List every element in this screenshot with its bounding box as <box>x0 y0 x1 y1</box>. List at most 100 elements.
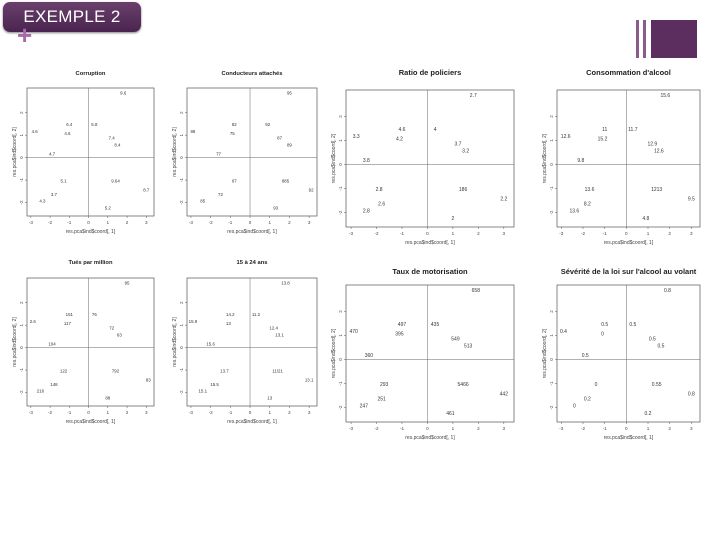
point-label: 104 <box>48 341 56 346</box>
point-label: 4.6 <box>399 127 406 133</box>
y-tick-label: -2 <box>549 210 554 215</box>
y-tick-label: -2 <box>549 405 554 410</box>
point-label: 0.8 <box>664 288 671 294</box>
point-label: 0.5 <box>601 322 608 328</box>
point-label: 0.4 <box>560 329 567 335</box>
x-tick-label: 0 <box>249 220 252 225</box>
chart-title: 15 à 24 ans <box>237 260 268 266</box>
y-tick-label: 2 <box>19 301 24 304</box>
point-label: 0.2 <box>584 396 591 402</box>
point-label: 12.6 <box>654 148 664 154</box>
y-tick-label: 0 <box>19 156 24 159</box>
point-label: 4.2 <box>396 136 403 142</box>
y-tick-label: -2 <box>338 405 343 410</box>
point-label: 13.1 <box>275 332 284 337</box>
point-label: 470 <box>349 329 358 335</box>
chart-title: Tués par million <box>68 260 112 266</box>
point-label: 92 <box>265 122 270 127</box>
point-label: 9.8 <box>577 158 584 164</box>
point-label: 395 <box>395 331 404 337</box>
plot-frame <box>26 87 155 217</box>
slide-title-box: EXEMPLE 2 <box>3 2 141 32</box>
point-label: 0.5 <box>658 343 665 349</box>
point-label: 67 <box>232 178 237 183</box>
point-label: 11 <box>602 127 607 133</box>
x-tick-label: 1 <box>647 231 650 236</box>
x-tick-label: 1 <box>452 426 455 431</box>
point-label: 9.6 <box>120 91 127 96</box>
y-axis-label: res.pca$ind$coord[, 2] <box>331 133 337 183</box>
point-label: 8.2 <box>584 201 591 207</box>
x-tick-label: -1 <box>228 410 233 415</box>
y-tick-label: 1 <box>549 139 554 142</box>
y-tick-label: 2 <box>179 111 184 114</box>
x-tick-label: 2 <box>288 410 291 415</box>
chart-panel-2: Conducteurs attachés -3 -2 -1 0 1 2 3 -2 -1 0 1 2 res… <box>172 71 318 235</box>
point-label: 89 <box>287 142 292 147</box>
y-axis-label: res.pca$ind$coord[, 2] <box>542 328 548 378</box>
point-label: 5.8 <box>91 122 98 127</box>
point-label: 5466 <box>458 382 469 388</box>
x-tick-label: 0 <box>625 426 628 431</box>
point-label: 5.1 <box>61 178 68 183</box>
y-tick-label: 0 <box>549 163 554 166</box>
point-label: 92 <box>309 187 314 192</box>
x-tick-label: 2 <box>288 220 291 225</box>
point-label: 11/21 <box>272 368 283 373</box>
point-label: 13 <box>226 321 231 326</box>
point-label: 0.8 <box>688 392 695 398</box>
plot-frame <box>345 284 515 423</box>
point-label: 0.2 <box>645 411 652 417</box>
chart-panel-7: Taux de motorisation -3 -2 -1 0 1 2 3 -2 -1 0 1 2 res… <box>331 267 515 441</box>
point-label: 12.4 <box>269 326 278 331</box>
point-label: 8.7 <box>143 187 150 192</box>
y-tick-label: -1 <box>19 178 24 183</box>
x-axis-label: res.pca$ind$coord[, 1] <box>604 435 654 441</box>
x-axis-label: res.pca$ind$coord[, 1] <box>405 435 455 441</box>
point-label: 15.1 <box>198 389 207 394</box>
point-label: 13 <box>267 395 272 400</box>
point-label: 0 <box>601 331 604 337</box>
point-label: 15.6 <box>660 93 670 99</box>
point-label: 435 <box>431 322 440 328</box>
x-tick-label: 0 <box>426 426 429 431</box>
plot-frame <box>186 87 318 217</box>
point-label: 360 <box>365 353 374 359</box>
x-axis-label: res.pca$ind$coord[, 1] <box>604 240 654 246</box>
point-label: 148 <box>50 382 58 387</box>
x-tick-label: -1 <box>67 410 72 415</box>
x-tick-label: 0 <box>625 231 628 236</box>
x-tick-label: 1 <box>452 231 455 236</box>
x-tick-label: 3 <box>690 426 693 431</box>
x-tick-label: -1 <box>400 231 405 236</box>
x-tick-label: -2 <box>374 426 379 431</box>
point-label: 9.64 <box>111 178 120 183</box>
point-label: 4.7 <box>49 151 56 156</box>
point-label: 122 <box>60 368 68 373</box>
point-label: 83 <box>146 377 151 382</box>
y-tick-label: 2 <box>549 115 554 118</box>
point-label: 4.6 <box>64 131 71 136</box>
point-label: 75 <box>230 131 235 136</box>
point-label: 0.5 <box>582 353 589 359</box>
point-label: 93 <box>273 205 278 210</box>
x-tick-label: -1 <box>67 220 72 225</box>
x-tick-label: -2 <box>581 426 586 431</box>
chart-title: Taux de motorisation <box>392 267 468 276</box>
x-tick-label: -3 <box>29 410 34 415</box>
y-tick-label: -1 <box>549 186 554 191</box>
point-label: 15.6 <box>206 341 215 346</box>
point-label: 186 <box>459 187 468 193</box>
y-tick-label: 2 <box>19 111 24 114</box>
point-label: 216 <box>37 389 45 394</box>
chart-title: Corruption <box>76 71 106 77</box>
y-tick-label: 0 <box>19 346 24 349</box>
x-tick-label: 1 <box>647 426 650 431</box>
y-axis-label: res.pca$ind$coord[, 2] <box>331 328 337 378</box>
x-tick-label: 3 <box>145 410 148 415</box>
point-label: 0 <box>573 404 576 410</box>
plot-frame <box>556 284 701 423</box>
x-tick-label: -3 <box>29 220 34 225</box>
y-tick-label: 0 <box>338 163 343 166</box>
x-tick-label: 2 <box>477 231 480 236</box>
